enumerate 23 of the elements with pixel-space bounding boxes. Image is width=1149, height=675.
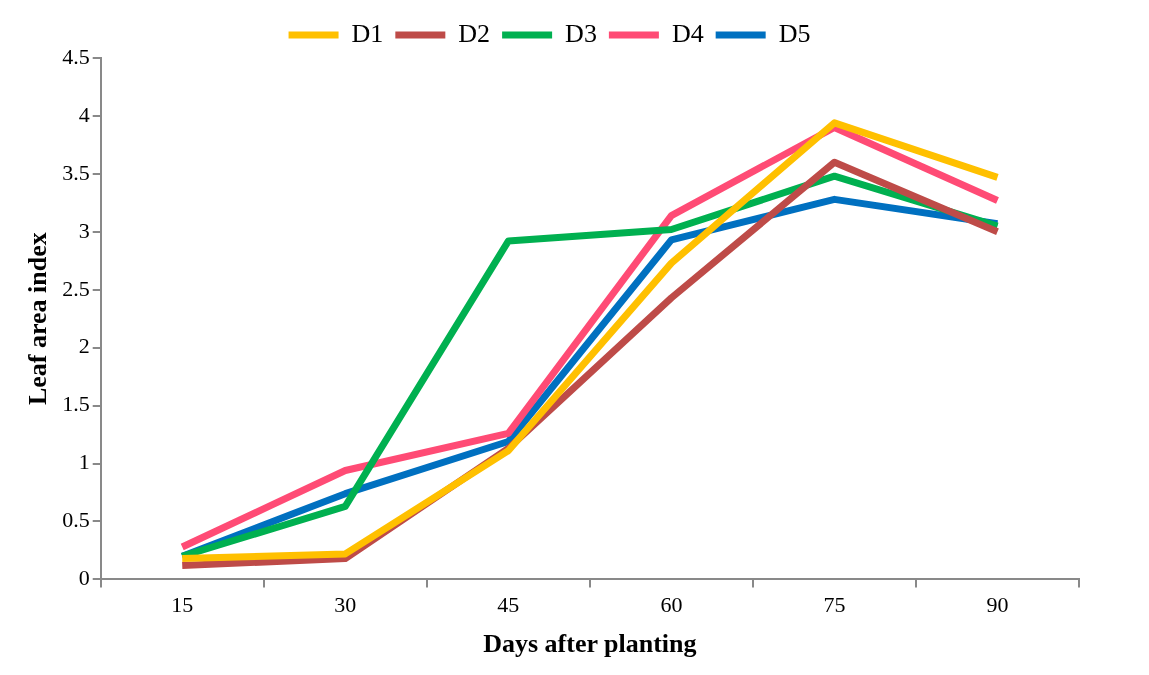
y-axis-title: Leaf area index [23,232,53,406]
y-tick-label: 0 [78,565,90,591]
x-tick-label: 45 [497,592,520,618]
x-axis-title: Days after planting [483,629,697,659]
y-tick-label: 4.5 [62,43,90,69]
y-tick-label: 0.5 [62,507,90,533]
y-tick-label: 4 [78,101,90,127]
y-tick-label: 2.5 [62,275,90,301]
y-tick-label: 1.5 [62,391,90,417]
legend-label: D1 [351,18,384,48]
x-tick-label: 90 [986,592,1009,618]
y-tick-label: 1 [78,449,90,475]
y-tick-label: 2 [78,333,90,359]
x-tick-label: 30 [334,592,357,618]
y-tick-label: 3.5 [62,159,90,185]
x-tick-label: 75 [823,592,846,618]
x-tick-label: 60 [660,592,683,618]
legend-label: D5 [778,18,811,48]
y-tick-label: 3 [78,217,90,243]
x-tick-label: 15 [171,592,194,618]
legend-label: D3 [565,18,597,48]
legend-label: D4 [671,18,704,48]
legend-label: D2 [458,18,491,48]
